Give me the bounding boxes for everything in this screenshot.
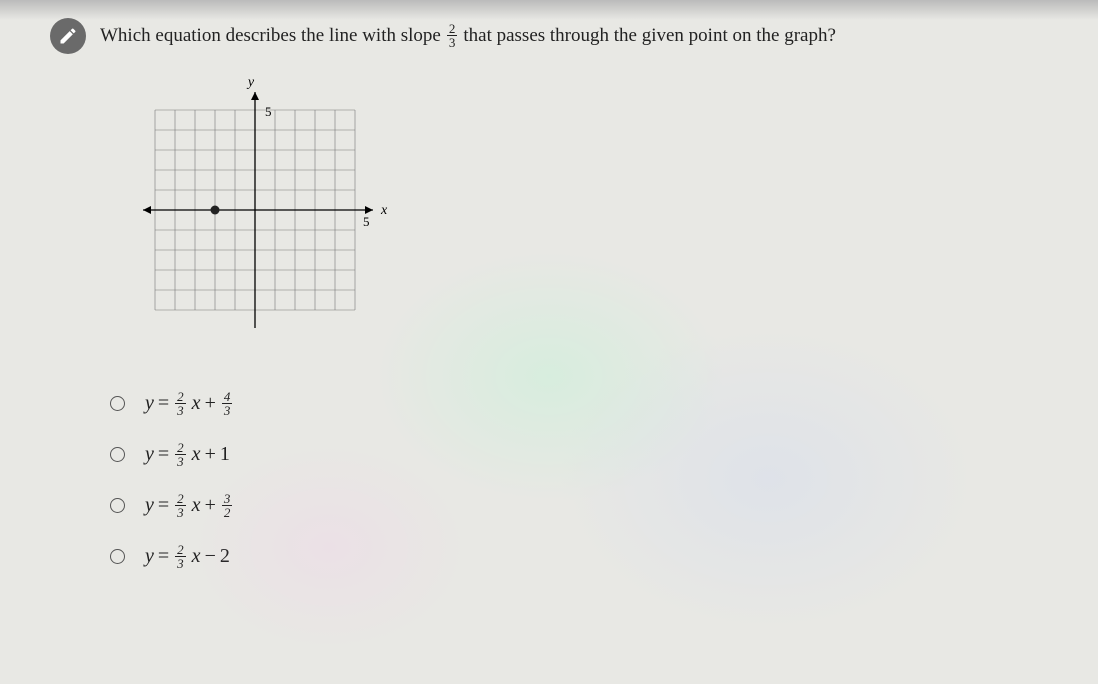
slope-denominator: 3 bbox=[447, 36, 458, 49]
eq-lhs: y bbox=[145, 494, 154, 517]
tail-num: 3 bbox=[222, 492, 233, 506]
radio-option-4[interactable] bbox=[110, 549, 125, 564]
eq-equals: = bbox=[158, 392, 169, 415]
eq-slope-frac: 23 bbox=[175, 543, 186, 570]
eq-lhs: y bbox=[145, 545, 154, 568]
frac-den: 3 bbox=[175, 404, 186, 417]
frac-num: 2 bbox=[175, 390, 186, 404]
option-2[interactable]: y = 23x + 1 bbox=[110, 441, 234, 468]
eq-var: x bbox=[192, 443, 201, 466]
eq-tail-frac: 43 bbox=[222, 390, 233, 417]
eq-equals: = bbox=[158, 443, 169, 466]
eq-tail-int: 2 bbox=[220, 545, 230, 568]
eq-slope-frac: 23 bbox=[175, 441, 186, 468]
tail-den: 3 bbox=[222, 404, 233, 417]
svg-text:x: x bbox=[380, 203, 388, 218]
svg-text:y: y bbox=[246, 75, 255, 90]
eq-equals: = bbox=[158, 545, 169, 568]
option-3[interactable]: y = 23x + 32 bbox=[110, 492, 234, 519]
radio-option-1[interactable] bbox=[110, 396, 125, 411]
slope-numerator: 2 bbox=[447, 22, 458, 36]
top-shadow bbox=[0, 0, 1098, 20]
frac-num: 2 bbox=[175, 492, 186, 506]
frac-den: 3 bbox=[175, 557, 186, 570]
eq-slope-frac: 23 bbox=[175, 492, 186, 519]
eq-tail-int: 1 bbox=[220, 443, 230, 466]
frac-num: 2 bbox=[175, 441, 186, 455]
eq-var: x bbox=[192, 392, 201, 415]
question-text: Which equation describes the line with s… bbox=[100, 22, 836, 49]
eq-op: + bbox=[205, 494, 216, 517]
graph-svg: xy55 bbox=[125, 70, 405, 340]
svg-text:5: 5 bbox=[265, 104, 272, 119]
equation-2: y = 23x + 1 bbox=[145, 441, 230, 468]
radio-option-2[interactable] bbox=[110, 447, 125, 462]
equation-1: y = 23x + 43 bbox=[145, 390, 234, 417]
tail-num: 4 bbox=[222, 390, 233, 404]
eq-op: + bbox=[205, 443, 216, 466]
answer-options: y = 23x + 43y = 23x + 1y = 23x + 32y = 2… bbox=[110, 390, 234, 594]
frac-den: 3 bbox=[175, 455, 186, 468]
eq-slope-frac: 23 bbox=[175, 390, 186, 417]
option-4[interactable]: y = 23x − 2 bbox=[110, 543, 234, 570]
eq-var: x bbox=[192, 545, 201, 568]
equation-3: y = 23x + 32 bbox=[145, 492, 234, 519]
slope-fraction: 2 3 bbox=[447, 22, 458, 49]
eq-op: − bbox=[205, 545, 216, 568]
tail-den: 2 bbox=[222, 506, 233, 519]
eq-tail-frac: 32 bbox=[222, 492, 233, 519]
svg-text:5: 5 bbox=[363, 214, 370, 229]
pencil-icon bbox=[50, 18, 86, 54]
eq-lhs: y bbox=[145, 443, 154, 466]
eq-lhs: y bbox=[145, 392, 154, 415]
eq-op: + bbox=[205, 392, 216, 415]
radio-option-3[interactable] bbox=[110, 498, 125, 513]
frac-num: 2 bbox=[175, 543, 186, 557]
coordinate-graph: xy55 bbox=[125, 70, 405, 340]
equation-4: y = 23x − 2 bbox=[145, 543, 230, 570]
eq-var: x bbox=[192, 494, 201, 517]
option-1[interactable]: y = 23x + 43 bbox=[110, 390, 234, 417]
pencil-svg bbox=[58, 26, 78, 46]
question-after: that passes through the given point on t… bbox=[463, 25, 836, 47]
question-before: Which equation describes the line with s… bbox=[100, 25, 441, 47]
eq-equals: = bbox=[158, 494, 169, 517]
frac-den: 3 bbox=[175, 506, 186, 519]
